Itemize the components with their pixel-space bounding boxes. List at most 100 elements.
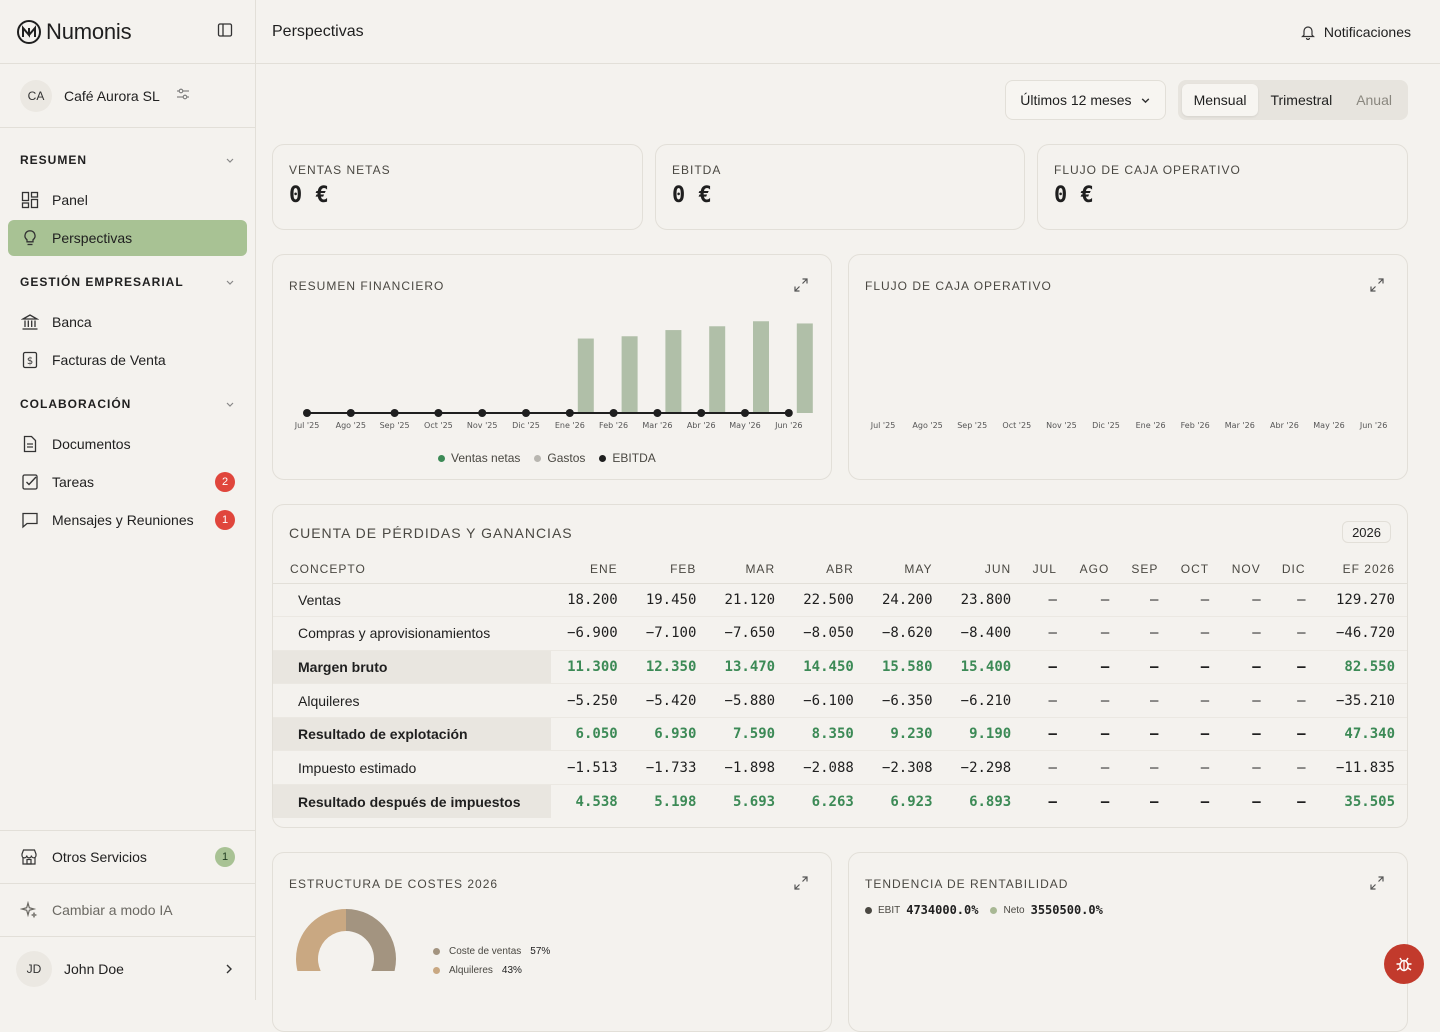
sidebar-item-mensajes[interactable]: Mensajes y Reuniones 1: [8, 502, 247, 538]
table-cell: –: [1273, 684, 1318, 718]
svg-text:$: $: [27, 356, 33, 367]
expand-icon[interactable]: [1369, 277, 1385, 296]
donut-slice: [296, 909, 346, 971]
legend-gastos: Gastos: [534, 451, 585, 465]
table-cell: −2.088: [787, 751, 866, 785]
table-cell: −2.298: [945, 751, 1024, 785]
ebitda-point: [391, 409, 399, 417]
chevron-down-icon: [1140, 95, 1151, 106]
table-cell: –: [1023, 717, 1069, 751]
table-cell: –: [1069, 583, 1121, 617]
expand-icon[interactable]: [793, 875, 809, 894]
x-tick-label: Mar '26: [642, 421, 672, 430]
table-cell: 9.190: [945, 717, 1024, 751]
table-row: Impuesto estimado−1.513−1.733−1.898−2.08…: [273, 751, 1407, 785]
sidebar-item-label: Perspectivas: [52, 230, 132, 246]
table-cell: –: [1273, 751, 1318, 785]
legend-value: 4734000.0%: [906, 903, 978, 917]
x-tick-label: May '26: [1313, 421, 1344, 430]
sliders-icon[interactable]: [176, 87, 190, 104]
ebitda-point: [522, 409, 530, 417]
sidebar-item-label: Tareas: [52, 474, 94, 490]
gastos-bar: [622, 336, 638, 413]
gastos-bar: [665, 330, 681, 413]
gastos-bar: [797, 323, 813, 413]
kpi-label: EBITDA: [672, 163, 721, 177]
table-cell: –: [1170, 650, 1221, 684]
sidebar-item-label: Mensajes y Reuniones: [52, 512, 194, 528]
x-tick-label: Nov '25: [1046, 421, 1077, 430]
granularity-trimestral[interactable]: Trimestral: [1258, 84, 1344, 116]
table-cell: 129.270: [1318, 583, 1407, 617]
gastos-bar: [709, 326, 725, 413]
period-select-value: Últimos 12 meses: [1020, 92, 1131, 108]
company-switcher[interactable]: CA Café Aurora SL: [0, 64, 255, 128]
x-tick-label: Ago '25: [336, 421, 366, 430]
table-cell: –: [1170, 717, 1221, 751]
expand-icon[interactable]: [793, 277, 809, 296]
pl-card: CUENTA DE PÉRDIDAS Y GANANCIAS 2026 CONC…: [272, 504, 1408, 828]
table-row: Alquileres−5.250−5.420−5.880−6.100−6.350…: [273, 684, 1407, 718]
table-cell: −6.100: [787, 684, 866, 718]
kpi-card-flujo: FLUJO DE CAJA OPERATIVO 0 €: [1037, 144, 1408, 230]
x-tick-label: Abr '26: [1270, 421, 1299, 430]
bug-report-button[interactable]: [1384, 944, 1424, 984]
table-cell: –: [1023, 617, 1069, 651]
period-select[interactable]: Últimos 12 meses: [1005, 80, 1165, 120]
column-header: MAY: [866, 555, 945, 583]
sidebar-toggle-icon[interactable]: [217, 22, 233, 41]
sidebar-item-documentos[interactable]: Documentos: [8, 426, 247, 462]
logo-row: Numonis: [0, 0, 255, 64]
ebitda-point: [785, 409, 793, 417]
column-header: CONCEPTO: [273, 555, 551, 583]
legend-label: Coste de ventas: [449, 946, 521, 957]
section-resumen[interactable]: RESUMEN: [0, 140, 255, 180]
chevron-down-icon: [225, 277, 235, 287]
ai-mode-button[interactable]: Cambiar a modo IA: [0, 883, 255, 936]
legend-label: Neto: [1003, 905, 1024, 916]
table-cell: 47.340: [1318, 717, 1407, 751]
sidebar-item-tareas[interactable]: Tareas 2: [8, 464, 247, 500]
sidebar-item-facturas[interactable]: $ Facturas de Venta: [8, 342, 247, 378]
table-cell: 6.893: [945, 785, 1024, 819]
other-services-label: Otros Servicios: [52, 849, 147, 865]
sidebar-item-banca[interactable]: Banca: [8, 304, 247, 340]
sidebar-bottom: Otros Servicios 1 Cambiar a modo IA JD J…: [0, 830, 255, 1000]
x-tick-label: Dic '25: [512, 421, 540, 430]
table-cell: –: [1069, 785, 1121, 819]
other-services-button[interactable]: Otros Servicios 1: [0, 830, 255, 883]
legend-label: EBITDA: [612, 451, 655, 465]
sidebar-item-perspectivas[interactable]: Perspectivas: [8, 220, 247, 256]
table-cell: −7.650: [708, 617, 787, 651]
checkbox-icon: [20, 472, 40, 492]
granularity-mensual[interactable]: Mensual: [1182, 84, 1259, 116]
section-colaboracion[interactable]: COLABORACIÓN: [0, 384, 255, 424]
notifications-button[interactable]: Notificaciones: [1300, 24, 1411, 40]
table-cell: –: [1273, 583, 1318, 617]
x-tick-label: Ene '26: [555, 421, 585, 430]
table-cell: –: [1170, 751, 1221, 785]
section-gestion[interactable]: GESTIÓN EMPRESARIAL: [0, 262, 255, 302]
table-cell: –: [1170, 684, 1221, 718]
x-tick-label: Jun '26: [774, 421, 802, 430]
expand-icon[interactable]: [1369, 875, 1385, 894]
column-header: FEB: [630, 555, 709, 583]
table-cell: −11.835: [1318, 751, 1407, 785]
table-cell: –: [1170, 785, 1221, 819]
table-cell: –: [1023, 751, 1069, 785]
company-name: Café Aurora SL: [64, 88, 160, 104]
sidebar-item-panel[interactable]: Panel: [8, 182, 247, 218]
granularity-anual[interactable]: Anual: [1344, 84, 1404, 116]
ebitda-point: [566, 409, 574, 417]
table-cell: 21.120: [708, 583, 787, 617]
row-concept: Alquileres: [273, 684, 551, 718]
table-cell: –: [1121, 751, 1170, 785]
kpi-value: 0 €: [1054, 183, 1094, 208]
table-cell: –: [1121, 617, 1170, 651]
table-cell: 6.263: [787, 785, 866, 819]
user-menu[interactable]: JD John Doe: [0, 936, 255, 1000]
table-cell: 15.580: [866, 650, 945, 684]
